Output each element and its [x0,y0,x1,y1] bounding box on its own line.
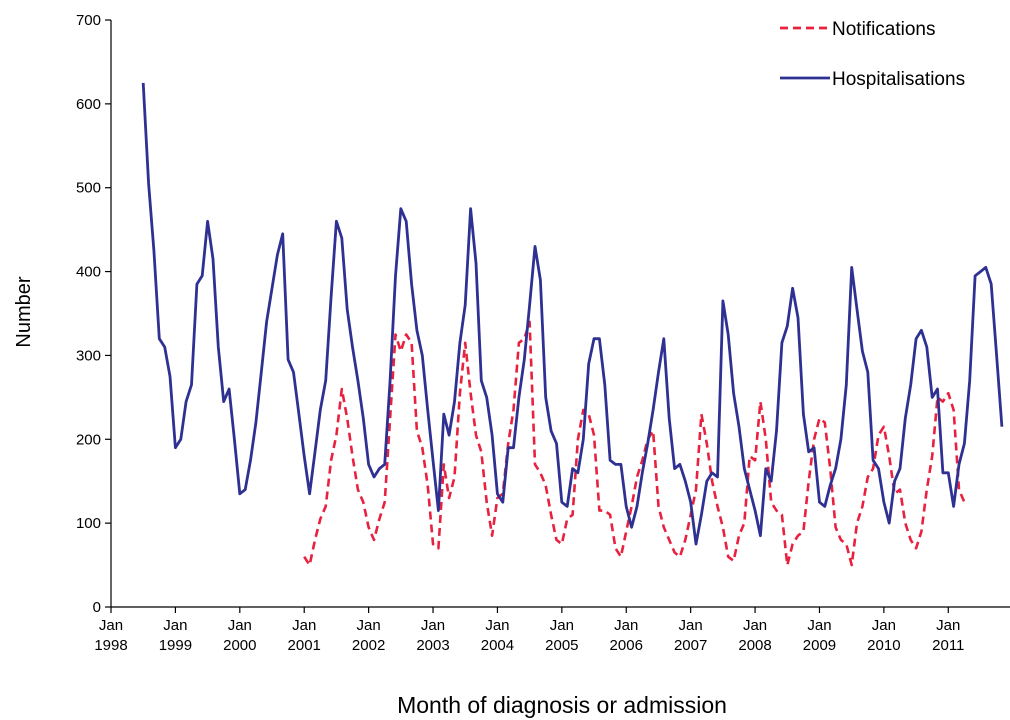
y-tick-label: 700 [76,12,101,29]
series-line-notifications [303,320,966,567]
x-tick-label-month: Jan [614,617,638,634]
y-tick-label: 100 [76,515,101,532]
series-layer [141,82,1004,567]
x-tick-label-month: Jan [872,617,896,634]
y-axis-title: Number [13,276,35,347]
y-tick-label: 0 [93,599,101,616]
x-tick-label-year: 2005 [545,637,578,654]
x-tick-label-month: Jan [163,617,187,634]
series-line-hospitalisations [141,82,1004,546]
x-tick-label-month: Jan [679,617,703,634]
x-tick-label-year: 2000 [223,637,256,654]
x-tick-label-month: Jan [292,617,316,634]
legend: Notifications Hospitalisations [780,19,965,90]
x-tick-label-month: Jan [550,617,574,634]
x-tick-label-year: 2008 [738,637,771,654]
x-tick-label-month: Jan [421,617,445,634]
x-tick-label-year: 2002 [352,637,385,654]
x-tick-label-year: 2010 [867,637,900,654]
x-tick-label-year: 2011 [932,637,964,654]
x-tick-label-year: 2009 [803,637,836,654]
x-tick-label-month: Jan [485,617,509,634]
x-tick-label-month: Jan [743,617,767,634]
y-tick-label: 600 [76,96,101,113]
x-tick-label-year: 2004 [481,637,514,654]
x-tick-label-year: 2003 [416,637,449,654]
x-tick-label-year: 1999 [159,637,192,654]
x-tick-label-month: Jan [228,617,252,634]
legend-label-notifications: Notifications [832,19,936,40]
x-axis-title: Month of diagnosis or admission [397,692,727,718]
x-tick-label-year: 2006 [610,637,643,654]
legend-label-hospitalisations: Hospitalisations [832,69,965,90]
x-tick-label-month: Jan [936,617,960,634]
x-axis: Jan 1998 Jan 1999 Jan 2000 Jan 2001 Jan 2002 Jan 20… [94,606,1010,654]
x-tick-label-month: Jan [807,617,831,634]
x-tick-label-year: 1998 [94,637,127,654]
x-tick-label-year: 2007 [674,637,707,654]
y-axis: 0 100 200 300 400 500 600 700 [76,12,112,616]
x-tick-label-month: Jan [99,617,123,634]
y-tick-label: 300 [76,347,101,364]
x-tick-label-month: Jan [357,617,381,634]
x-tick-label-year: 2001 [288,637,321,654]
y-tick-label: 500 [76,180,101,197]
y-tick-label: 200 [76,431,101,448]
y-tick-label: 400 [76,264,101,281]
